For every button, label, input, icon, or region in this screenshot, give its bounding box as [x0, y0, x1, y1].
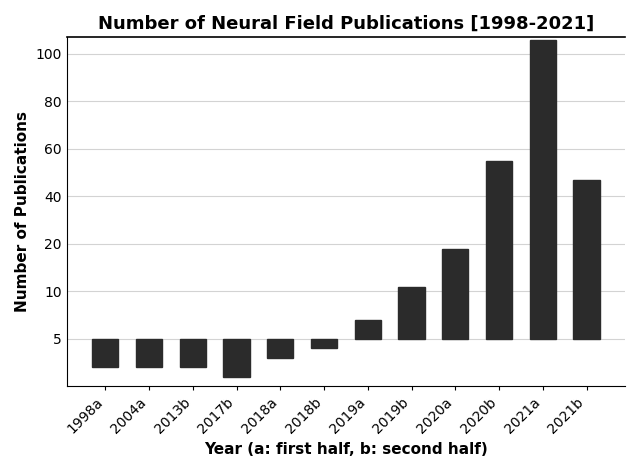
Bar — [486, 161, 512, 339]
Bar — [180, 339, 206, 367]
Bar — [223, 339, 250, 377]
Bar — [267, 339, 293, 358]
Bar — [398, 287, 424, 339]
X-axis label: Year (a: first half, b: second half): Year (a: first half, b: second half) — [204, 442, 488, 457]
Bar — [92, 339, 118, 367]
Title: Number of Neural Field Publications [1998-2021]: Number of Neural Field Publications [199… — [98, 15, 594, 33]
Y-axis label: Number of Publications: Number of Publications — [15, 111, 30, 312]
Bar — [442, 249, 468, 339]
Bar — [530, 40, 556, 339]
Bar — [355, 320, 381, 339]
Bar — [573, 180, 600, 339]
Bar — [136, 339, 162, 367]
Bar — [311, 339, 337, 348]
